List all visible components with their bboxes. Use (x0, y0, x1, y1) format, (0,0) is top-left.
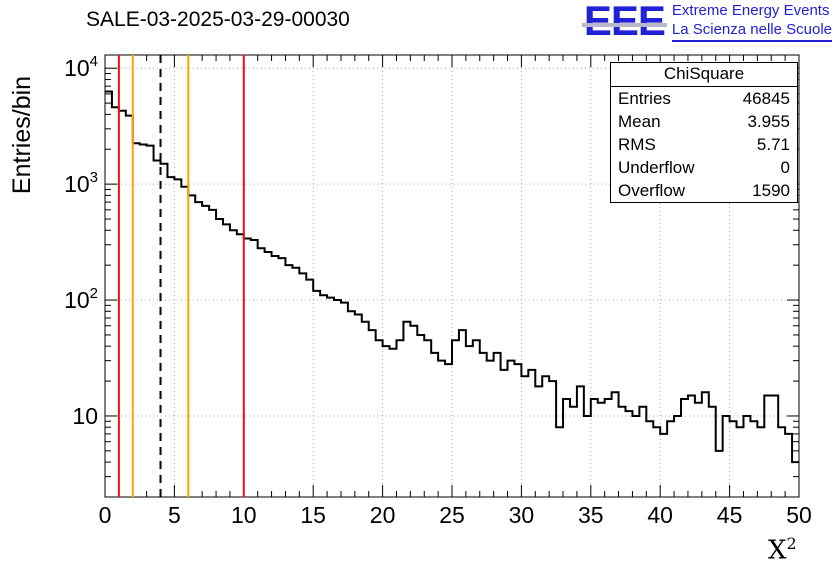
stats-label: Underflow (618, 158, 695, 177)
svg-text:40: 40 (647, 502, 673, 528)
eee-logo-line1: Extreme Energy Events (671, 2, 830, 19)
stats-box: ChiSquare Entries 46845 Mean 3.955 RMS 5… (610, 62, 798, 203)
svg-text:25: 25 (439, 502, 465, 528)
stats-box-title: ChiSquare (611, 63, 797, 87)
stats-row: Underflow 0 (611, 156, 797, 179)
stats-label: Entries (618, 89, 671, 108)
stats-row: Entries 46845 (611, 87, 797, 110)
stats-label: Mean (618, 112, 661, 131)
stats-row: RMS 5.71 (611, 133, 797, 156)
stats-value: 5.71 (756, 135, 790, 154)
svg-text:35: 35 (578, 502, 604, 528)
stats-value: 1590 (752, 181, 790, 200)
stats-value: 46845 (742, 89, 790, 108)
svg-text:0: 0 (99, 502, 112, 528)
stats-label: Overflow (618, 181, 686, 200)
svg-text:104: 104 (64, 53, 98, 81)
stats-row: Mean 3.955 (611, 110, 797, 133)
x-axis-label: X2 (768, 534, 797, 566)
svg-text:103: 103 (64, 169, 98, 197)
histogram-line (105, 90, 799, 464)
svg-text:10: 10 (72, 403, 98, 429)
svg-text:20: 20 (370, 502, 396, 528)
y-axis-label: Entries/bin (8, 76, 36, 194)
svg-text:50: 50 (786, 502, 812, 528)
eee-logo-stripe (581, 23, 667, 27)
eee-logo-acronym-wrap: EEE (581, 0, 667, 44)
svg-text:45: 45 (717, 502, 743, 528)
stats-label: RMS (618, 135, 656, 154)
svg-text:10: 10 (231, 502, 257, 528)
x-axis-label-base: X (768, 535, 787, 566)
svg-text:5: 5 (168, 502, 181, 528)
eee-logo-line2: La Scienza nelle Scuole (671, 21, 832, 38)
eee-logo: EEE Extreme Energy Events La Scienza nel… (581, 0, 832, 44)
stats-value: 3.955 (747, 112, 790, 131)
stats-row: Overflow 1590 (611, 179, 797, 202)
x-axis-label-exponent: 2 (786, 534, 797, 553)
svg-text:102: 102 (64, 285, 98, 313)
stats-value: 0 (780, 158, 790, 177)
eee-logo-text: Extreme Energy Events La Scienza nelle S… (671, 1, 832, 42)
svg-text:30: 30 (509, 502, 535, 528)
svg-text:15: 15 (300, 502, 326, 528)
eee-logo-acronym: EEE (583, 0, 666, 44)
chart-title: SALE-03-2025-03-29-00030 (86, 8, 350, 31)
